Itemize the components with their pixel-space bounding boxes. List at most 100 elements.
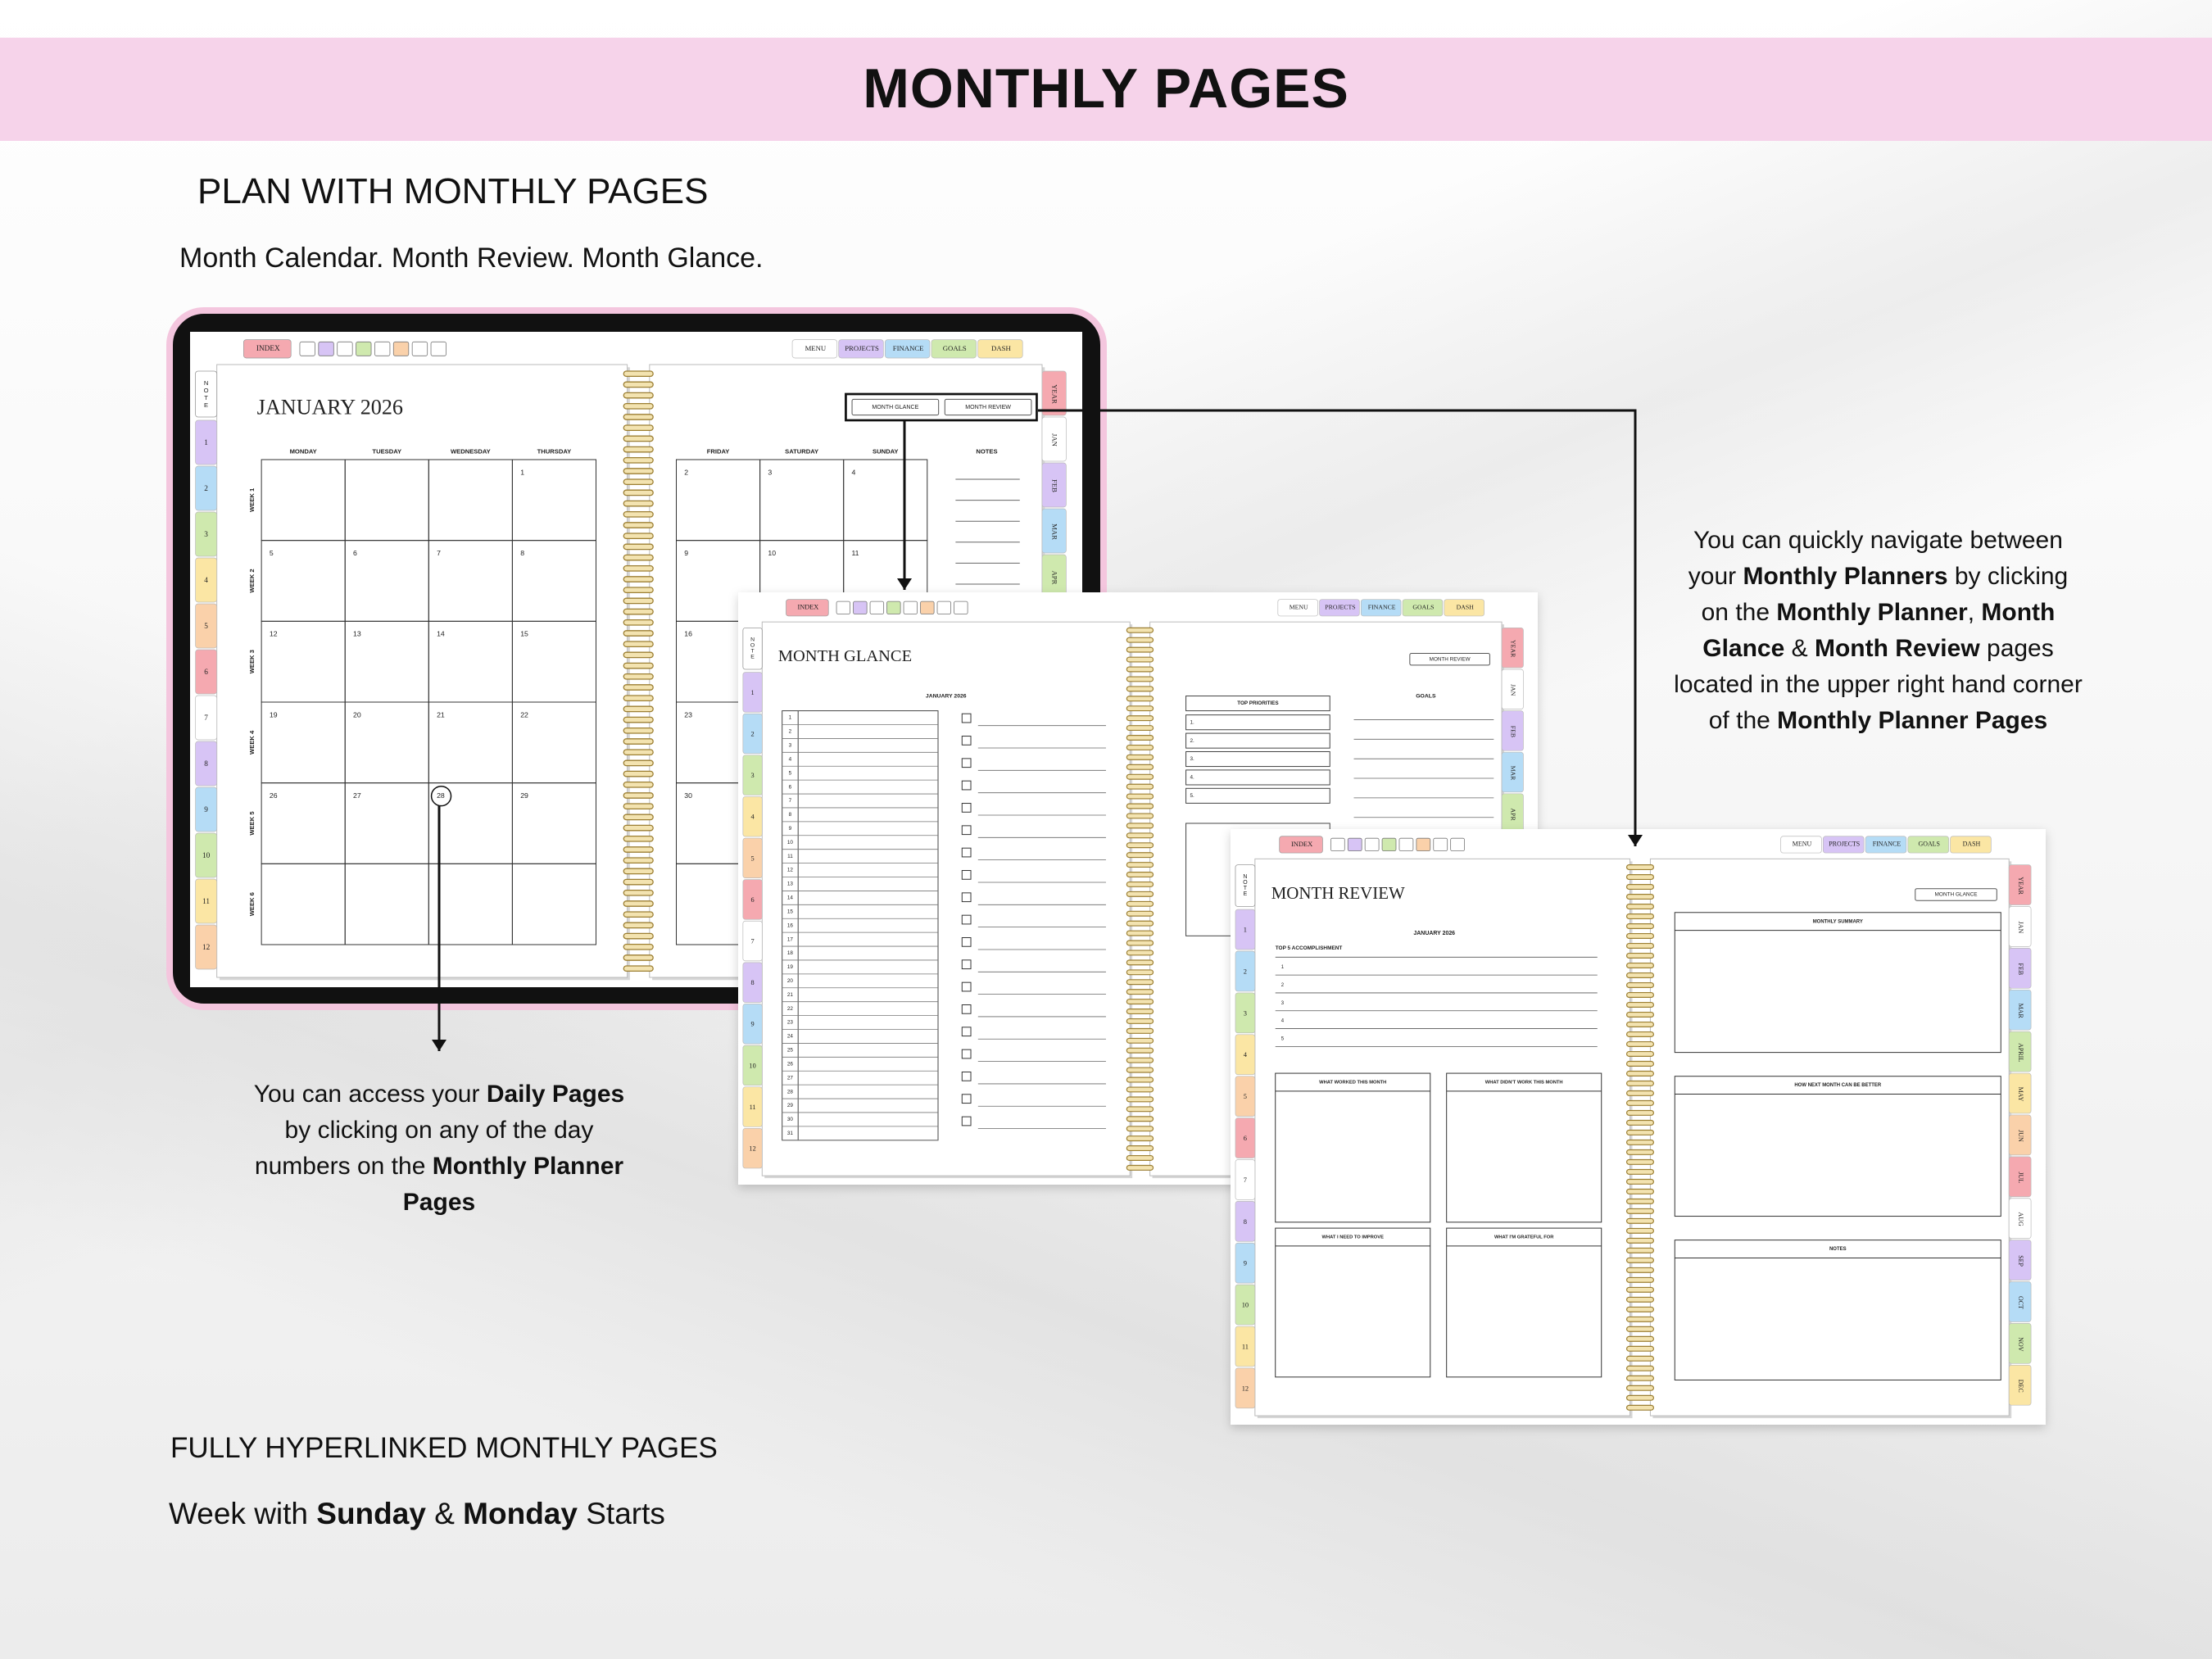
priority-number: 3. xyxy=(1190,756,1194,762)
spiral-ring xyxy=(1126,1154,1154,1161)
year-tab xyxy=(1501,669,1524,709)
month-tab xyxy=(1235,1284,1256,1326)
glance-row-number: 10 xyxy=(787,840,794,845)
spiral-ring xyxy=(1625,1375,1655,1381)
week-label: WEEK 5 xyxy=(248,811,256,836)
priority-box xyxy=(1185,750,1330,768)
page-month: JANUARY 2026 xyxy=(926,693,967,699)
spiral-ring xyxy=(1625,932,1655,940)
spiral-ring xyxy=(1126,656,1154,663)
year-tab xyxy=(2008,1156,2032,1198)
day-number: 8 xyxy=(520,549,524,557)
spiral-ring xyxy=(623,684,654,691)
spiral-ring xyxy=(1625,922,1655,930)
month-tab-label: 8 xyxy=(1244,1217,1247,1226)
spiral-ring xyxy=(623,435,654,442)
year-tab-label: MAR xyxy=(1509,766,1516,782)
spiral-ring xyxy=(1126,832,1154,839)
goals-label: GOALS xyxy=(1416,693,1436,699)
year-tab-label: YEAR xyxy=(1051,384,1059,404)
nav-tab-label: DASH xyxy=(991,344,1011,352)
month-tab xyxy=(1235,992,1256,1034)
checkbox xyxy=(961,870,972,880)
year-tab-label: AUG xyxy=(2017,1213,2024,1226)
note-tab-label: NOTE xyxy=(750,637,755,660)
glance-row-number: 2 xyxy=(789,729,792,735)
spiral-ring xyxy=(623,554,654,561)
spiral-ring xyxy=(1126,764,1154,770)
month-tab-label: 1 xyxy=(204,439,208,447)
spiral-ring xyxy=(1625,1011,1655,1018)
year-tab xyxy=(2008,948,2032,989)
spiral-ring xyxy=(1126,1047,1154,1054)
month-tab-label: 11 xyxy=(750,1104,756,1111)
month-tab xyxy=(195,832,218,878)
spiral-ring xyxy=(623,662,654,669)
month-tab-label: 7 xyxy=(1244,1176,1247,1184)
weekday-label: FRIDAY xyxy=(707,447,730,455)
checkbox xyxy=(961,780,972,791)
glance-row-number: 1 xyxy=(789,715,792,721)
spiral-ring xyxy=(1625,1060,1655,1067)
spiral-ring xyxy=(1126,1067,1154,1073)
glance-row-number: 21 xyxy=(787,992,794,998)
month-tab-label: 4 xyxy=(204,577,208,585)
spiral-ring xyxy=(623,414,654,420)
nav-icon xyxy=(836,601,851,614)
year-tab-label: FEB xyxy=(2017,963,2024,976)
nav-tab-label: DASH xyxy=(1963,841,1981,848)
weekday-label: WEDNESDAY xyxy=(451,447,491,455)
year-tab xyxy=(2008,1031,2032,1072)
month-tab xyxy=(742,796,763,837)
reflection-box xyxy=(1446,1227,1602,1378)
glance-row-number: 28 xyxy=(787,1089,794,1095)
priority-box xyxy=(1185,714,1330,731)
month-tab xyxy=(1235,1201,1256,1242)
month-tab-label: 10 xyxy=(749,1062,755,1069)
nav-button xyxy=(1915,888,1997,901)
text-run: Month Glance xyxy=(1702,599,2062,662)
spiral-ring xyxy=(1625,1227,1655,1234)
year-tab xyxy=(1501,628,1524,669)
month-tab-label: 3 xyxy=(1244,1009,1247,1017)
checkbox xyxy=(961,847,972,858)
year-tab-label: APRIL xyxy=(2017,1043,2024,1062)
glance-row-number: 7 xyxy=(789,798,792,804)
glance-row-number: 22 xyxy=(787,1006,794,1012)
spiral-ring xyxy=(1126,989,1154,995)
nav-button-label: MONTH GLANCE xyxy=(872,405,918,410)
glance-row-number: 23 xyxy=(787,1020,794,1026)
nav-icon xyxy=(1330,837,1345,852)
year-tab xyxy=(2008,1364,2032,1406)
nav-tab xyxy=(884,339,931,359)
day-number: 30 xyxy=(684,791,692,800)
text-run: Month Review xyxy=(1814,635,1980,662)
spiral-ring xyxy=(1625,1080,1655,1086)
month-tab-label: 2 xyxy=(750,730,754,737)
year-tab xyxy=(2008,1240,2032,1281)
nav-tab-label: MENU xyxy=(1290,604,1308,611)
month-tab-label: 3 xyxy=(750,772,754,779)
text-run: by clicking on any of the day numbers on… xyxy=(254,1081,632,1180)
spiral-ring xyxy=(623,489,654,496)
spiral-ring xyxy=(1126,1086,1154,1093)
spiral-ring xyxy=(1126,1135,1154,1142)
navigation-arrow xyxy=(1038,409,1637,846)
glance-row-number: 20 xyxy=(787,978,794,984)
spiral-ring xyxy=(623,619,654,626)
spiral-ring xyxy=(1625,972,1655,978)
month-tab-label: 9 xyxy=(204,806,208,814)
nav-button-label: MONTH REVIEW xyxy=(965,405,1011,410)
year-tab-label: JUL xyxy=(2017,1172,2024,1183)
month-tab-label: 4 xyxy=(750,814,755,821)
spiral-ring xyxy=(1625,1335,1655,1342)
spiral-ring xyxy=(623,954,654,961)
page xyxy=(216,364,628,978)
year-tab-label: JAN xyxy=(1509,684,1516,696)
nav-tab xyxy=(977,339,1023,359)
glance-row-number: 13 xyxy=(787,882,794,887)
spiral-ring xyxy=(623,533,654,540)
month-tab-label: 8 xyxy=(750,979,754,986)
reflection-box xyxy=(1275,1072,1431,1223)
